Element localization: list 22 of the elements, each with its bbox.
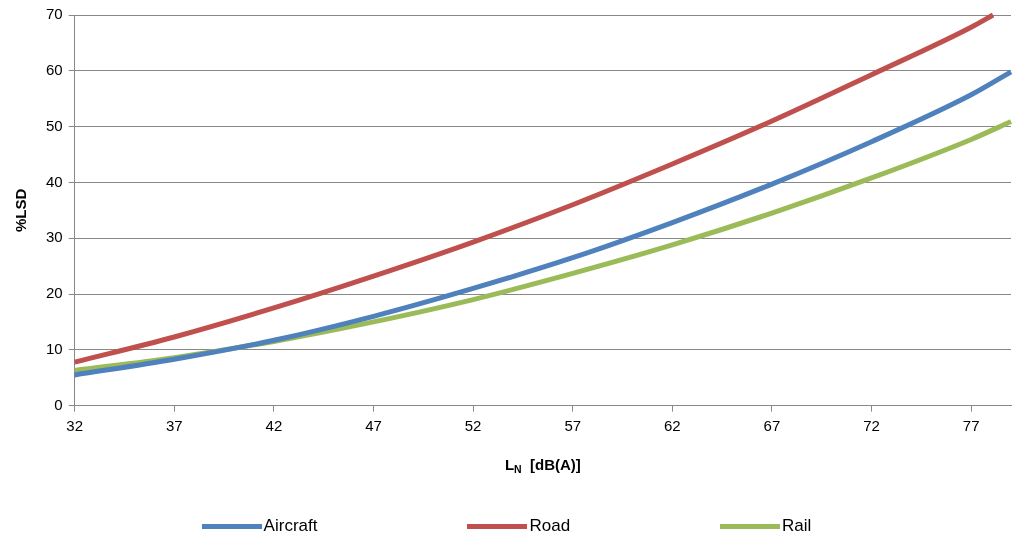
x-tick-label: 72 (863, 416, 880, 434)
x-tick-label: 52 (464, 416, 482, 434)
x-tick-label: 77 (962, 416, 980, 434)
y-tick-label: 30 (46, 228, 63, 246)
x-tick-label: 42 (265, 416, 283, 434)
legend-label: Rail (782, 516, 812, 536)
x-tick-label: 47 (365, 416, 382, 434)
x-tick-label: 62 (663, 416, 681, 434)
y-tick-label: 50 (46, 116, 63, 134)
y-tick-label: 10 (46, 339, 63, 357)
x-tick-label: 32 (66, 416, 84, 434)
y-tick-label: 0 (54, 395, 63, 413)
legend-label: Aircraft (263, 516, 318, 536)
x-tick-label: 37 (165, 416, 183, 434)
y-tick-label: 40 (46, 172, 63, 190)
y-tick-label: 20 (46, 284, 63, 302)
legend-label: Road (529, 516, 571, 536)
x-tick-label: 67 (763, 416, 781, 434)
x-tick-label: 57 (564, 416, 582, 434)
y-tick-label: 60 (46, 60, 63, 78)
y-axis-title: %LSD (12, 188, 30, 232)
y-tick-label: 70 (46, 5, 63, 23)
